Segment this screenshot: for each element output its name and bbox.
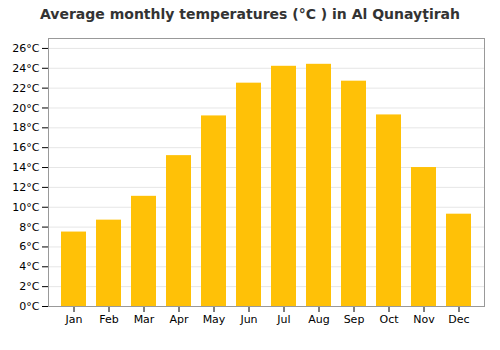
html-text:Average monthly temperatures (: Average monthly temperatures (°C ) in Al…: [40, 6, 460, 22]
svg-text:Mar: Mar: [134, 313, 155, 326]
svg-text:Dec: Dec: [448, 313, 469, 326]
svg-text:12°C: 12°C: [12, 181, 39, 194]
svg-text:4°C: 4°C: [19, 260, 39, 273]
svg-text:22°C: 22°C: [12, 82, 39, 95]
svg-text:Jul: Jul: [276, 313, 290, 326]
svg-text:18°C: 18°C: [12, 121, 39, 134]
svg-text:6°C: 6°C: [19, 240, 39, 253]
svg-text:8°C: 8°C: [19, 221, 39, 234]
svg-text:Feb: Feb: [99, 313, 118, 326]
svg-text:Nov: Nov: [413, 313, 435, 326]
svg-text:20°C: 20°C: [12, 102, 39, 115]
svg-text:Apr: Apr: [169, 313, 189, 326]
svg-text:10°C: 10°C: [12, 201, 39, 214]
svg-text:Jan: Jan: [65, 313, 83, 326]
svg-text:26°C: 26°C: [12, 42, 39, 55]
svg-text:Sep: Sep: [344, 313, 365, 326]
svg-text:Oct: Oct: [379, 313, 399, 326]
svg-text:2°C: 2°C: [19, 280, 39, 293]
svg-text:16°C: 16°C: [12, 141, 39, 154]
svg-text:24°C: 24°C: [12, 62, 39, 75]
svg-text:May: May: [203, 313, 226, 326]
svg-text:Aug: Aug: [308, 313, 329, 326]
svg-text:14°C: 14°C: [12, 161, 39, 174]
svg-text:0°C: 0°C: [19, 300, 39, 313]
svg-text:Jun: Jun: [239, 313, 257, 326]
